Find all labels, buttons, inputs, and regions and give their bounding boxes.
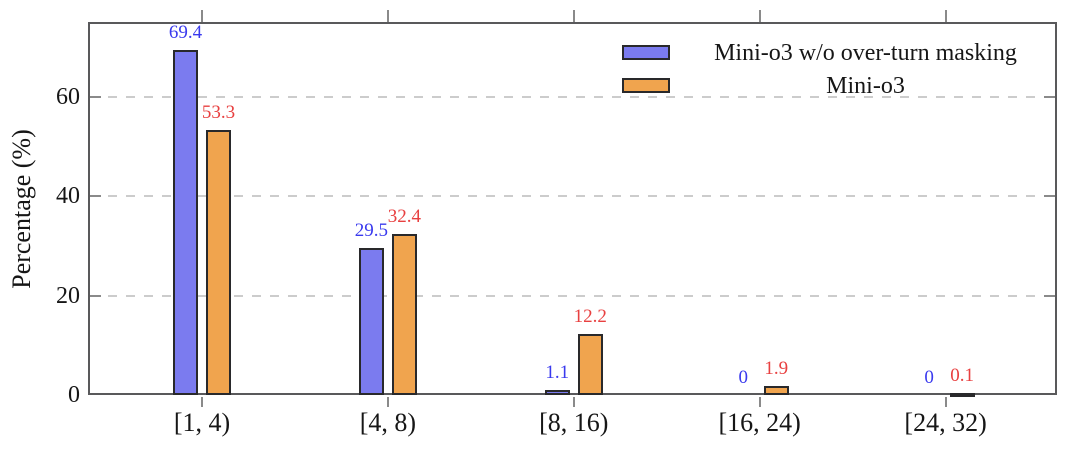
- bar-series0-cat0: [173, 49, 198, 395]
- y-tick-label-20: 20: [56, 282, 80, 309]
- y-tick-left-20: [90, 294, 101, 297]
- legend-label-masking: Mini-o3 w/o over-turn masking: [714, 39, 1017, 66]
- bar-series0-cat2: [544, 389, 570, 395]
- x-tick-label-3: [16, 24): [718, 408, 801, 437]
- legend-item-masking: Mini-o3 w/o over-turn masking: [622, 36, 1056, 69]
- bar-value-label: 0: [738, 367, 748, 388]
- legend-swatch-blue: [622, 45, 670, 60]
- x-tick-top-0: [201, 10, 203, 22]
- bar-value-label: 1.1: [545, 361, 570, 383]
- legend-swatch-orange: [622, 78, 670, 93]
- bar-value-label: 0.1: [950, 365, 974, 386]
- x-tick-top-1: [386, 10, 389, 22]
- x-tick-top-4: [944, 10, 947, 22]
- y-tick-right-20: [1044, 294, 1055, 297]
- x-tick-top-3: [758, 10, 761, 22]
- bar-series1-cat2: [577, 334, 603, 395]
- x-tick-top-2: [572, 10, 575, 22]
- x-tick-label-2: [8, 16): [539, 408, 609, 437]
- bar-value-label: 32.4: [387, 205, 422, 227]
- bar-value-label: 53.3: [201, 101, 236, 123]
- x-tick-bottom-0: [201, 397, 203, 407]
- legend-item-mini-o3: Mini-o3: [622, 69, 1056, 102]
- bar-value-label: 1.9: [764, 357, 789, 379]
- y-tick-label-60: 60: [56, 83, 80, 110]
- y-tick-right-60: [1044, 95, 1055, 98]
- y-tick-left-40: [90, 195, 101, 198]
- bar-series1-cat1: [391, 233, 417, 395]
- gridline-60: [90, 95, 1055, 98]
- bar-value-label: 12.2: [573, 306, 607, 328]
- x-tick-bottom-4: [944, 397, 947, 407]
- gridline-20: [90, 294, 1055, 297]
- plot-area: [88, 22, 1057, 395]
- x-tick-label-1: [4, 8): [359, 408, 417, 437]
- gridline-40: [90, 195, 1055, 198]
- x-tick-bottom-3: [758, 397, 761, 407]
- y-tick-label-40: 40: [56, 183, 80, 210]
- x-tick-label-0: [1, 4): [173, 408, 231, 437]
- legend-label-mini-o3: Mini-o3: [826, 72, 905, 99]
- x-tick-bottom-1: [386, 397, 389, 407]
- x-tick-label-4: [24, 32): [904, 408, 987, 437]
- bar-series1-cat0: [206, 129, 231, 395]
- bar-value-label: 29.5: [354, 220, 389, 242]
- x-tick-bottom-2: [572, 397, 575, 407]
- y-tick-label-0: 0: [68, 382, 80, 408]
- bar-series1-cat3: [763, 385, 789, 395]
- y-tick-right-40: [1044, 195, 1055, 198]
- legend: Mini-o3 w/o over-turn masking Mini-o3: [622, 36, 1056, 102]
- bar-series0-cat1: [358, 248, 384, 395]
- bar-value-label: 0: [924, 367, 934, 388]
- y-tick-left-60: [90, 95, 101, 98]
- bar-value-label: 69.4: [168, 21, 203, 43]
- bar-series1-cat4: [949, 393, 975, 397]
